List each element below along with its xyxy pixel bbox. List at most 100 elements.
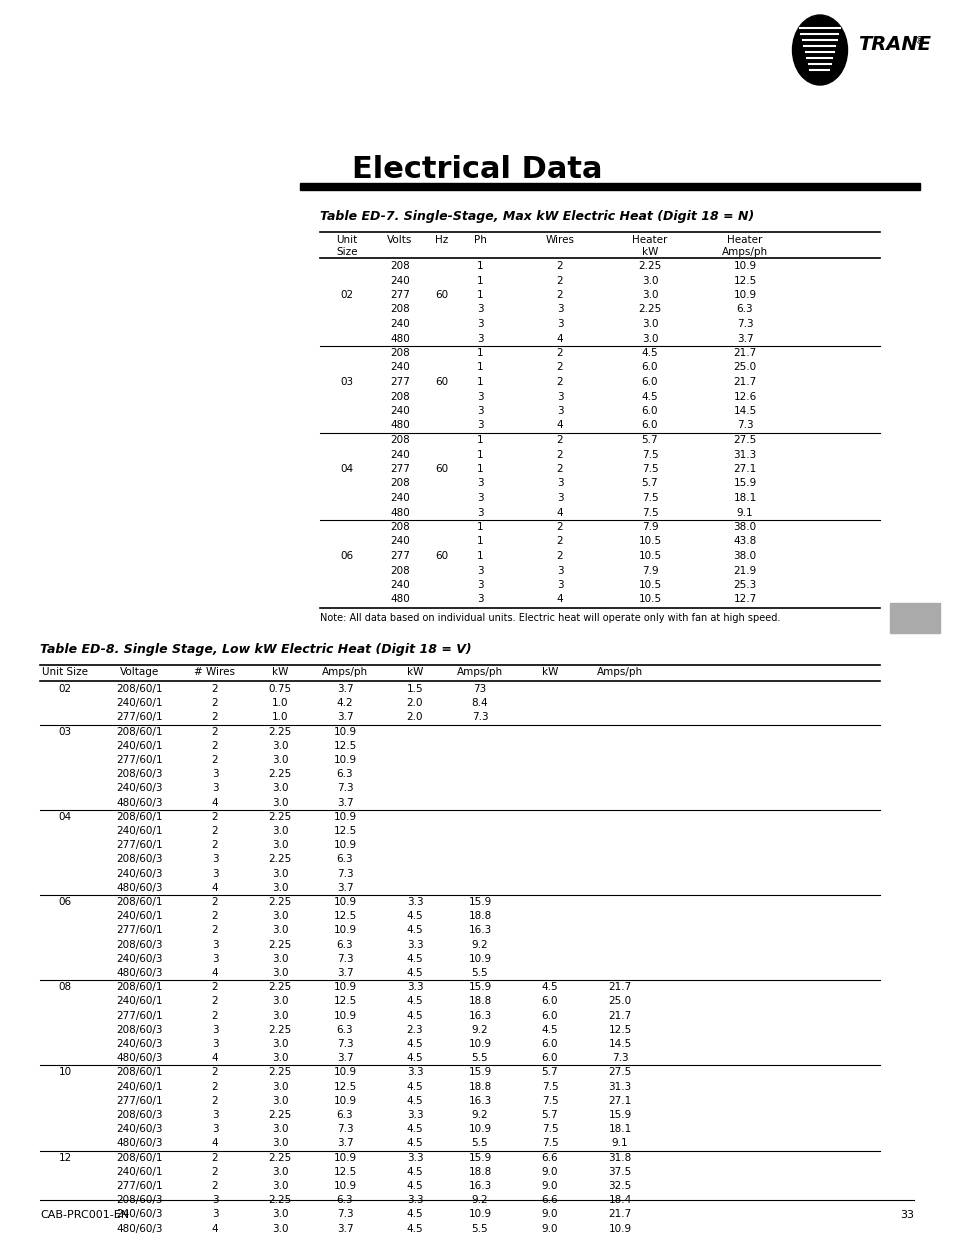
Text: 10.9: 10.9 <box>334 1067 356 1077</box>
Text: 3.0: 3.0 <box>272 840 288 850</box>
Text: 7.5: 7.5 <box>541 1095 558 1105</box>
Text: 3: 3 <box>212 769 218 779</box>
Text: 6.3: 6.3 <box>336 855 353 864</box>
Text: 3.7: 3.7 <box>736 333 753 343</box>
Text: 16.3: 16.3 <box>468 1181 491 1191</box>
Text: 3: 3 <box>212 868 218 878</box>
Text: 208: 208 <box>390 391 410 401</box>
Text: 7.3: 7.3 <box>611 1053 628 1063</box>
Text: 2: 2 <box>557 363 562 373</box>
Text: 12.5: 12.5 <box>333 1082 356 1092</box>
Text: 480/60/3: 480/60/3 <box>116 798 163 808</box>
Text: 16.3: 16.3 <box>468 1010 491 1020</box>
Text: 5.5: 5.5 <box>471 1053 488 1063</box>
Text: 32.5: 32.5 <box>608 1181 631 1191</box>
Text: 3.7: 3.7 <box>336 968 353 978</box>
Text: 18.4: 18.4 <box>608 1195 631 1205</box>
Text: 3: 3 <box>212 953 218 963</box>
Text: 10.5: 10.5 <box>638 551 660 561</box>
Text: 208/60/1: 208/60/1 <box>116 982 163 992</box>
Text: 3.0: 3.0 <box>272 741 288 751</box>
Text: 3: 3 <box>212 1039 218 1049</box>
Text: 18.8: 18.8 <box>468 1082 491 1092</box>
Text: 3: 3 <box>212 1124 218 1134</box>
Text: 3.0: 3.0 <box>272 953 288 963</box>
Text: 9.0: 9.0 <box>541 1224 558 1234</box>
Text: 240/60/1: 240/60/1 <box>116 741 163 751</box>
Text: 9.1: 9.1 <box>736 508 753 517</box>
Text: 03: 03 <box>58 726 71 736</box>
Text: 33: 33 <box>899 1210 913 1220</box>
Text: Amps/ph: Amps/ph <box>597 667 642 677</box>
Text: 21.7: 21.7 <box>608 1010 631 1020</box>
Text: 277/60/1: 277/60/1 <box>116 1010 163 1020</box>
Text: 2: 2 <box>212 925 218 935</box>
Text: 4: 4 <box>212 1224 218 1234</box>
Text: 2: 2 <box>212 1152 218 1162</box>
Text: 3: 3 <box>557 406 562 416</box>
Text: 1.0: 1.0 <box>272 698 288 708</box>
Text: 240: 240 <box>390 406 410 416</box>
Text: 3: 3 <box>476 319 483 329</box>
Text: 2: 2 <box>557 450 562 459</box>
Text: 3.0: 3.0 <box>641 290 658 300</box>
Text: 240: 240 <box>390 275 410 285</box>
Text: 06: 06 <box>58 897 71 906</box>
Text: 4.5: 4.5 <box>406 1010 423 1020</box>
Text: 18.1: 18.1 <box>733 493 756 503</box>
Text: 12.5: 12.5 <box>608 1025 631 1035</box>
Text: 3.0: 3.0 <box>272 968 288 978</box>
Text: 3.0: 3.0 <box>272 883 288 893</box>
Text: 240/60/1: 240/60/1 <box>116 1082 163 1092</box>
Text: 3.0: 3.0 <box>641 319 658 329</box>
Text: 2: 2 <box>212 840 218 850</box>
Text: 2.25: 2.25 <box>638 305 661 315</box>
Text: 21.7: 21.7 <box>608 982 631 992</box>
Text: 4.5: 4.5 <box>541 1025 558 1035</box>
Text: 1: 1 <box>476 290 483 300</box>
Text: 2: 2 <box>212 997 218 1007</box>
Text: 4: 4 <box>212 968 218 978</box>
Text: 240/60/1: 240/60/1 <box>116 1167 163 1177</box>
Text: 277/60/1: 277/60/1 <box>116 925 163 935</box>
Text: 3.3: 3.3 <box>406 1195 423 1205</box>
Text: 240/60/1: 240/60/1 <box>116 997 163 1007</box>
Text: 27.1: 27.1 <box>733 464 756 474</box>
Text: 3.0: 3.0 <box>272 1181 288 1191</box>
Text: 21.9: 21.9 <box>733 566 756 576</box>
Text: 7.5: 7.5 <box>641 508 658 517</box>
Text: 37.5: 37.5 <box>608 1167 631 1177</box>
Text: 3: 3 <box>212 855 218 864</box>
Text: 73: 73 <box>473 684 486 694</box>
Text: 12: 12 <box>58 1152 71 1162</box>
Text: 3.0: 3.0 <box>272 1095 288 1105</box>
Text: 7.5: 7.5 <box>641 464 658 474</box>
Text: Heater
kW: Heater kW <box>632 235 667 257</box>
Text: 208: 208 <box>390 261 410 270</box>
Text: 10.5: 10.5 <box>638 594 660 604</box>
Text: 6.3: 6.3 <box>336 1195 353 1205</box>
Text: 18.8: 18.8 <box>468 911 491 921</box>
Text: 02: 02 <box>58 684 71 694</box>
Text: 4.5: 4.5 <box>406 968 423 978</box>
Text: 5.7: 5.7 <box>641 435 658 445</box>
Text: 10.9: 10.9 <box>334 1095 356 1105</box>
Text: 3: 3 <box>212 940 218 950</box>
Text: 9.2: 9.2 <box>471 1025 488 1035</box>
Text: 277: 277 <box>390 551 410 561</box>
Text: 15.9: 15.9 <box>468 1067 491 1077</box>
Text: 208: 208 <box>390 566 410 576</box>
Text: 1: 1 <box>476 435 483 445</box>
Text: 3: 3 <box>557 305 562 315</box>
Text: 2: 2 <box>212 982 218 992</box>
Text: 2: 2 <box>212 684 218 694</box>
Text: 27.5: 27.5 <box>733 435 756 445</box>
Text: 3: 3 <box>476 391 483 401</box>
Text: 5.7: 5.7 <box>541 1067 558 1077</box>
Text: 7.3: 7.3 <box>336 1209 353 1219</box>
Text: 2.25: 2.25 <box>268 769 292 779</box>
Text: 10.9: 10.9 <box>334 897 356 906</box>
Text: 5.5: 5.5 <box>471 1139 488 1149</box>
Text: 4: 4 <box>557 420 562 431</box>
Text: 2: 2 <box>212 755 218 764</box>
